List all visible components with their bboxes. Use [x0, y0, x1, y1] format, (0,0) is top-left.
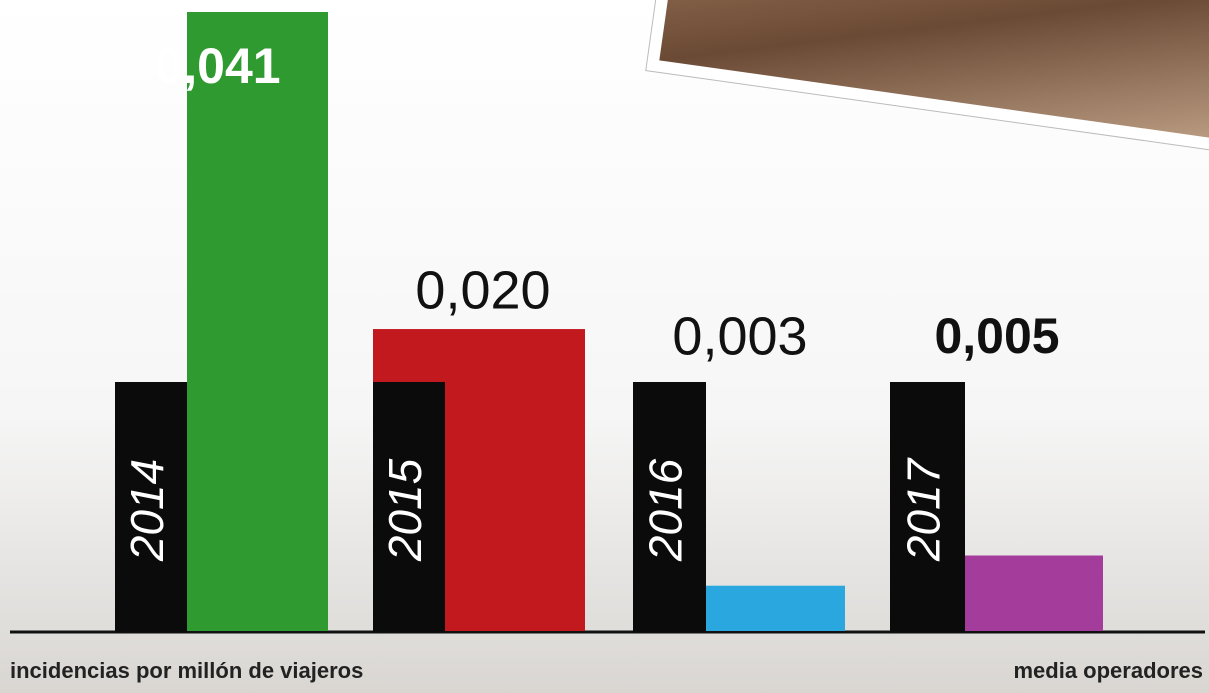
value-label: 0,005: [934, 308, 1059, 364]
x-tick-label: 2016: [640, 458, 692, 562]
year-box: [633, 382, 706, 632]
bar: [965, 555, 1103, 631]
year-box: [890, 382, 965, 632]
value-label: 0,003: [672, 306, 807, 366]
year-box: [115, 382, 187, 632]
bar: [706, 585, 845, 631]
x-tick-label: 2014: [121, 459, 173, 562]
bar: [187, 12, 328, 631]
photo: [645, 0, 1209, 152]
value-label: 0,041: [155, 38, 280, 94]
year-box: [373, 382, 445, 632]
value-label: 0,020: [415, 260, 550, 320]
x-axis-label: incidencias por millón de viajeros: [10, 658, 363, 683]
note: media operadores: [1013, 658, 1203, 683]
x-tick-label: 2015: [379, 458, 431, 562]
x-tick-label: 2017: [898, 457, 950, 562]
